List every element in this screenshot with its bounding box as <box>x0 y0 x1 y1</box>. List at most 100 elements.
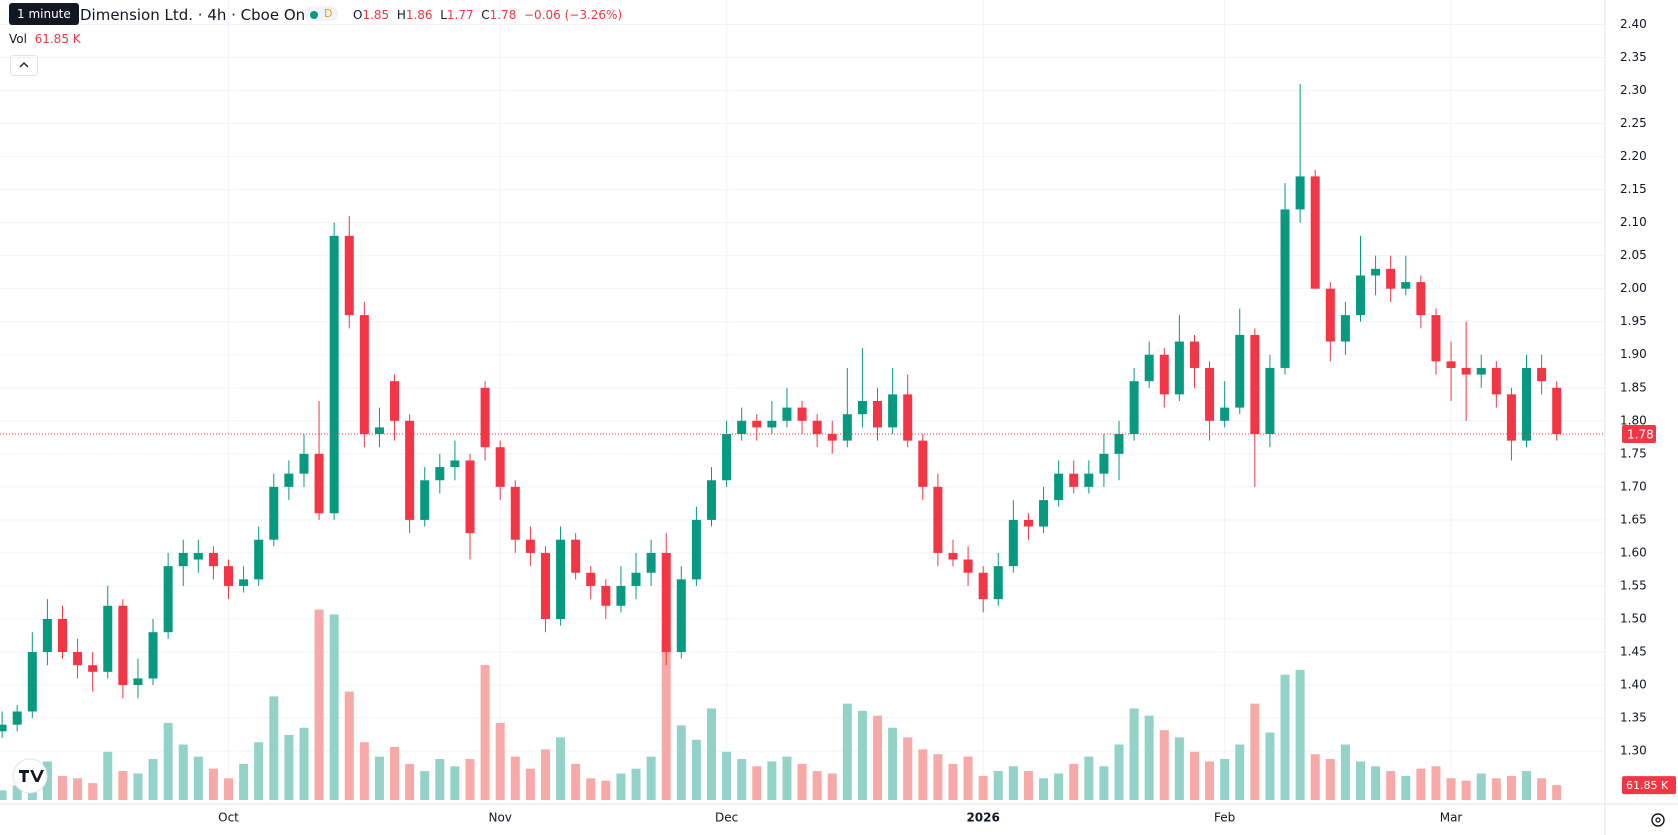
candle-body <box>1250 334 1260 435</box>
candle-body <box>948 552 958 560</box>
candle-body <box>465 460 475 534</box>
volume-bar <box>465 759 475 800</box>
candle-body <box>797 407 807 421</box>
volume-bar <box>1069 763 1079 800</box>
volume-bar <box>737 759 747 800</box>
candles <box>0 83 1562 738</box>
candle-body <box>1295 176 1305 210</box>
volume-bar <box>706 708 716 800</box>
volume-bar <box>1220 759 1230 800</box>
h-label: H <box>396 8 406 22</box>
volume-bar <box>284 734 294 800</box>
volume-bar <box>1340 744 1350 800</box>
candle-body <box>1054 473 1064 501</box>
y-tick-label: 1.50 <box>1620 611 1647 625</box>
volume-legend: Vol 61.85 K <box>9 32 81 46</box>
candle-body <box>88 665 98 672</box>
volume-bar <box>873 715 883 800</box>
candle-body <box>73 652 83 666</box>
volume-bar <box>857 710 867 800</box>
candle-body <box>842 414 852 441</box>
y-tick-label: 2.35 <box>1620 50 1647 64</box>
candle-body <box>540 552 550 619</box>
candle-body <box>706 480 716 520</box>
collapse-button[interactable] <box>10 55 38 76</box>
high-value: 1.86 <box>405 8 433 22</box>
volume-bar <box>691 739 701 800</box>
candle-body <box>1159 354 1169 395</box>
candle-body <box>873 400 883 428</box>
volume-bar <box>1235 744 1245 800</box>
volume-bar <box>661 640 671 800</box>
candle-body <box>359 315 369 435</box>
volume-bar <box>963 756 973 800</box>
candle-body <box>314 453 324 514</box>
settings-icon[interactable] <box>1651 813 1665 827</box>
candle-body <box>1310 176 1320 289</box>
volume-bar <box>601 780 611 800</box>
candle-body <box>646 552 656 573</box>
volume-bar <box>269 696 279 800</box>
candle-body <box>208 552 218 567</box>
volume-bar <box>495 722 505 800</box>
l-label: L <box>440 8 447 22</box>
volume-bar <box>888 727 898 800</box>
candle-body <box>118 605 128 686</box>
candle-body <box>556 539 566 619</box>
candle-body <box>344 235 354 316</box>
candle-body <box>888 394 898 428</box>
volume-bar <box>359 742 369 800</box>
candle-body <box>1401 282 1411 289</box>
volume-bar <box>118 771 128 800</box>
y-tick-label: 1.35 <box>1620 711 1647 725</box>
volume-bar <box>208 768 218 800</box>
volume-bar <box>1491 778 1501 800</box>
x-tick-label: 2026 <box>966 811 999 825</box>
y-tick-label: 1.60 <box>1620 545 1647 559</box>
volume-bars <box>0 609 1562 800</box>
candle-body <box>1340 315 1350 342</box>
volume-bar <box>631 768 641 800</box>
volume-bar <box>299 727 309 800</box>
volume-bar <box>797 763 807 800</box>
y-tick-label: 2.10 <box>1620 215 1647 229</box>
candle-body <box>480 387 490 448</box>
volume-bar <box>1325 759 1335 800</box>
volume-bar <box>88 783 98 800</box>
volume-bar <box>163 722 173 800</box>
volume-bar <box>1506 775 1516 800</box>
candle-body <box>1506 394 1516 441</box>
candle-body <box>767 420 777 428</box>
candle-body <box>993 566 1003 600</box>
candle-body <box>1355 275 1365 316</box>
volume-bar <box>12 785 22 800</box>
volume-bar <box>1355 761 1365 800</box>
candle-body <box>631 572 641 586</box>
open-value: 1.85 <box>362 8 390 22</box>
candle-body <box>1476 367 1486 375</box>
volume-bar <box>178 744 188 800</box>
volume-bar <box>1054 773 1064 800</box>
candle-body <box>495 447 505 487</box>
candle-body <box>571 539 581 573</box>
candle-body <box>103 605 113 672</box>
volume-bar <box>842 703 852 800</box>
x-tick-label: Oct <box>218 811 239 825</box>
volume-bar <box>57 775 67 800</box>
grid <box>0 0 1605 800</box>
volume-bar <box>1446 778 1456 800</box>
y-tick-label: 1.90 <box>1620 347 1647 361</box>
volume-bar <box>450 766 460 800</box>
candle-body <box>57 618 67 653</box>
candle-body <box>601 585 611 606</box>
volume-bar <box>722 751 732 800</box>
ohlc-legend: O1.85 H1.86 L1.77 C1.78 −0.06 (−3.26%) <box>353 8 622 22</box>
candle-body <box>1235 334 1245 408</box>
candle-body <box>1431 315 1441 362</box>
volume-bar <box>405 763 415 800</box>
y-tick-label: 2.00 <box>1620 281 1647 295</box>
volume-bar <box>1416 768 1426 800</box>
candle-body <box>178 552 188 567</box>
y-tick-label: 1.70 <box>1620 479 1647 493</box>
